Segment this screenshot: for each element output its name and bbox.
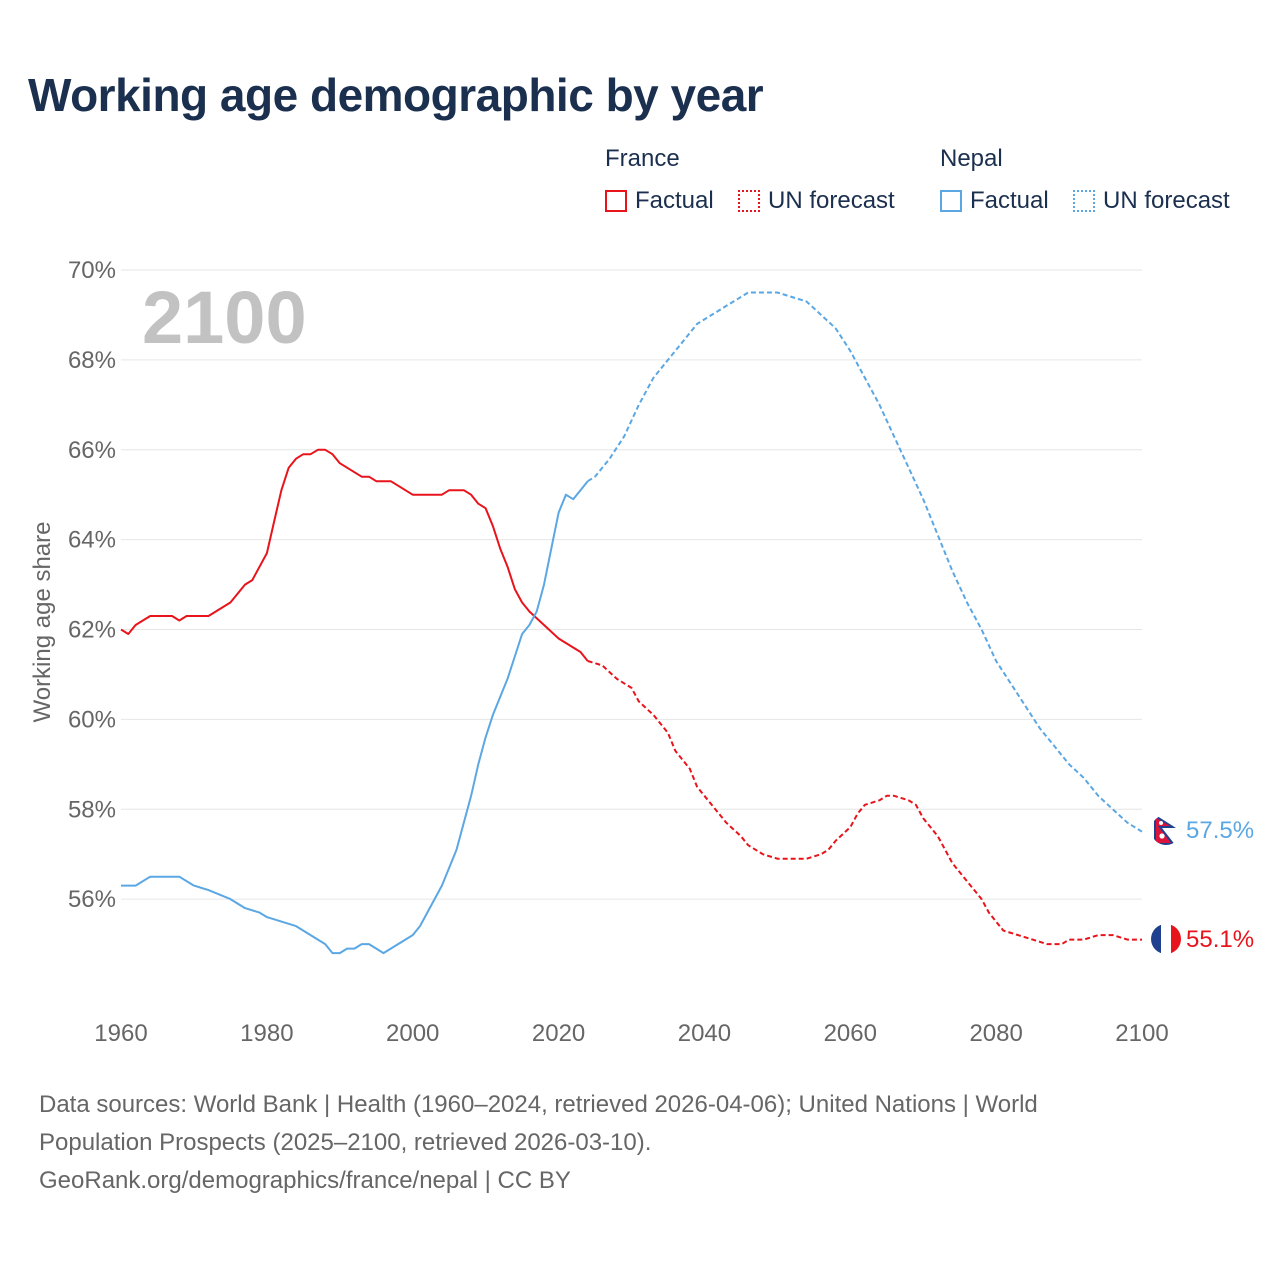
legend-nepal-factual[interactable]: Factual (940, 186, 1049, 216)
y-tick-label: 64% (68, 527, 116, 554)
footer-sources: Data sources: World Bank | Health (1960–… (39, 1086, 1239, 1200)
x-axis-ticks: 1960 1980 2000 2020 2040 2060 2080 2100 (94, 1020, 1168, 1047)
x-tick-label: 2020 (532, 1020, 585, 1047)
nepal-factual-line (121, 480, 589, 955)
legend-france-factual-label: Factual (635, 187, 714, 214)
end-label-france: 55.1% (1186, 926, 1254, 953)
grid-lines (121, 269, 1142, 900)
france-forecast-line (587, 660, 1142, 946)
legend-france-title: France (605, 145, 680, 172)
footer-line-3[interactable]: GeoRank.org/demographics/france/nepal | … (39, 1167, 571, 1194)
legend-france-forecast[interactable]: UN forecast (738, 186, 895, 216)
france-flag-icon (1151, 924, 1181, 954)
legend-nepal-factual-swatch (940, 190, 962, 212)
legend-nepal-forecast-label: UN forecast (1103, 187, 1230, 214)
legend-nepal-title: Nepal (940, 145, 1003, 172)
nepal-forecast-line (587, 291, 1143, 833)
legend-nepal-factual-label: Factual (970, 187, 1049, 214)
y-tick-label: 62% (68, 617, 116, 644)
series-lines (120, 291, 1143, 955)
legend-france-factual[interactable]: Factual (605, 186, 714, 216)
chart-title: Working age demographic by year (28, 69, 764, 121)
x-tick-label: 1980 (240, 1020, 293, 1047)
y-axis-label: Working age share (29, 522, 56, 723)
nepal-flag-icon (1151, 815, 1181, 845)
y-tick-label: 68% (68, 347, 116, 374)
x-tick-label: 2040 (678, 1020, 731, 1047)
legend-nepal-forecast[interactable]: UN forecast (1073, 186, 1230, 216)
france-factual-line (120, 448, 589, 662)
x-tick-label: 2060 (824, 1020, 877, 1047)
y-tick-label: 56% (68, 886, 116, 913)
footer-line-2: Population Prospects (2025–2100, retriev… (39, 1129, 652, 1156)
y-tick-label: 70% (68, 257, 116, 284)
year-watermark: 2100 (142, 276, 307, 359)
y-tick-label: 58% (68, 796, 116, 823)
legend-france-forecast-swatch (738, 190, 760, 212)
end-label-nepal: 57.5% (1186, 817, 1254, 844)
legend-france-factual-swatch (605, 190, 627, 212)
legend-nepal-forecast-swatch (1073, 190, 1095, 212)
legend-france-forecast-label: UN forecast (768, 187, 895, 214)
footer-line-1: Data sources: World Bank | Health (1960–… (39, 1091, 1038, 1118)
x-tick-label: 2100 (1115, 1020, 1168, 1047)
y-tick-label: 66% (68, 437, 116, 464)
x-tick-label: 2000 (386, 1020, 439, 1047)
x-tick-label: 2080 (969, 1020, 1022, 1047)
y-tick-label: 60% (68, 706, 116, 733)
y-axis-ticks: 56% 58% 60% 62% 64% 66% 68% 70% (68, 257, 116, 913)
x-tick-label: 1960 (94, 1020, 147, 1047)
line-chart: 56% 58% 60% 62% 64% 66% 68% 70% 1960 1980 2000 202… (29, 257, 1254, 1047)
